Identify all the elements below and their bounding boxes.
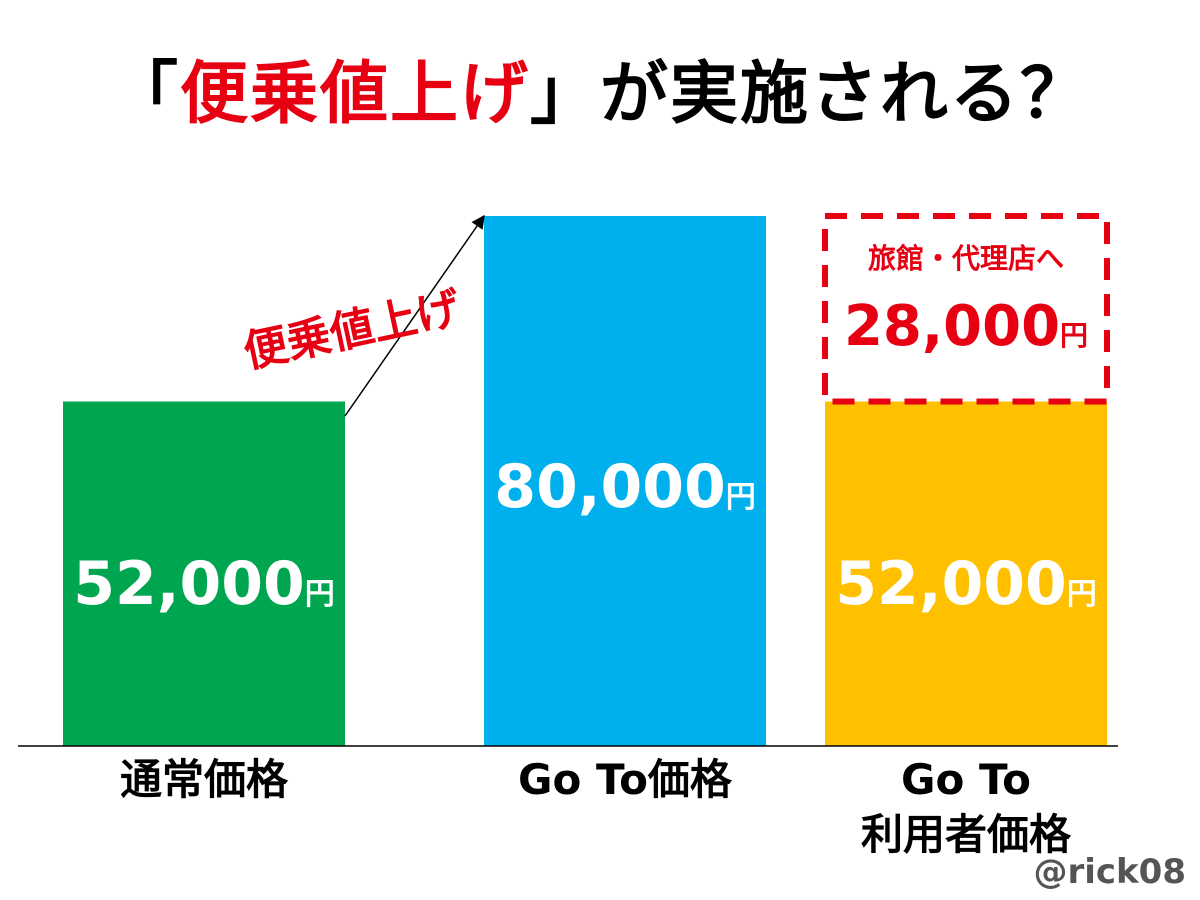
dashed-extra-box [822,213,1110,405]
category-label-3-line-2: 利用者価格 [861,810,1072,859]
bar-3 [825,401,1107,746]
category-label-3-line-1: Go To [901,755,1031,804]
dashed-box-caption: 旅館・代理店へ [868,242,1064,275]
title-close-bracket: 」 [530,55,601,134]
bar-value-label-1: 52,000円 [73,549,335,619]
title-rest: が実施される？ [600,55,1091,134]
page-title: 「便乗値上げ」が実施される？ [0,38,1200,137]
bar-value-label-2: 80,000円 [494,452,756,522]
title-open-bracket: 「 [109,55,180,134]
title-highlight: 便乗値上げ [179,55,530,134]
category-label-2: Go To価格 [518,755,733,804]
increase-arrow [344,214,485,417]
category-label-1: 通常価格 [120,755,289,804]
bar-2 [484,216,766,746]
dashed-box-amount: 28,000円 [844,294,1088,359]
arrow-label: 便乗値上げ [239,283,465,379]
bar-1 [63,401,345,746]
bar-value-label-3: 52,000円 [835,549,1097,619]
watermark: @rick08 [1033,852,1186,892]
